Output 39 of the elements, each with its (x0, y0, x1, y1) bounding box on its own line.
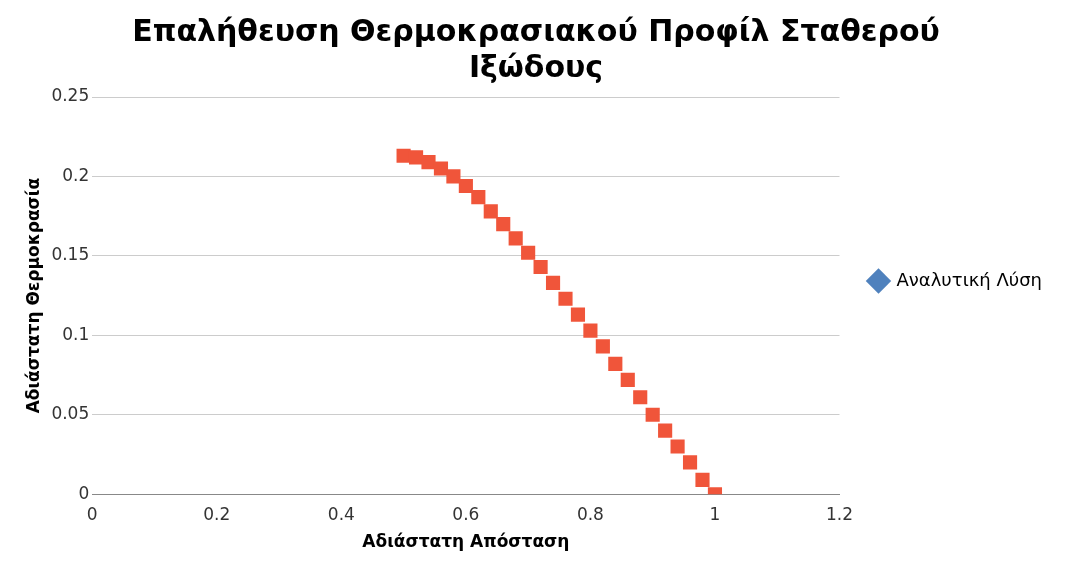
point (595, 339, 610, 354)
point (533, 259, 548, 275)
y-tick-label: 0.1 (62, 323, 90, 344)
y-tick-label: 0.25 (51, 85, 90, 106)
point (583, 323, 598, 338)
point (471, 190, 486, 205)
point (570, 307, 586, 322)
x-tick-label: 0.8 (576, 503, 604, 524)
point (682, 455, 698, 470)
point (645, 407, 660, 422)
point (421, 155, 436, 170)
x-tick-label: 1 (709, 503, 721, 524)
point (521, 245, 536, 260)
y-tick-label: 0.15 (51, 244, 90, 265)
x-axis-title: Αδιάστατη Απόσταση (362, 531, 570, 552)
point (446, 169, 461, 184)
point (433, 161, 449, 176)
point (458, 178, 473, 194)
y-tick-label: 0.2 (62, 164, 90, 185)
x-tick-label: 1.2 (825, 503, 854, 524)
point (670, 439, 685, 454)
point (620, 372, 635, 387)
point (608, 356, 623, 371)
x-tick-label: 0.6 (452, 503, 480, 524)
point (545, 275, 561, 290)
point (483, 204, 498, 219)
y-axis-title: Αδιάστατη Θερμοκρασία (22, 177, 43, 414)
x-tick-label: 0.4 (327, 503, 355, 524)
point (695, 472, 710, 487)
y-tick-label: 0 (78, 482, 90, 503)
point (496, 217, 511, 232)
x-tick-label: 0.2 (203, 503, 231, 524)
point (633, 390, 648, 405)
legend-label: Αναλυτική Λύση (896, 268, 1042, 290)
chart-title: Επαλήθευση Θερμοκρασιακού Προφίλ Σταθερού Ιξώδους (132, 12, 940, 84)
y-tick-label: 0.05 (51, 403, 90, 424)
point (658, 423, 673, 438)
point (508, 231, 523, 246)
point (558, 291, 573, 306)
